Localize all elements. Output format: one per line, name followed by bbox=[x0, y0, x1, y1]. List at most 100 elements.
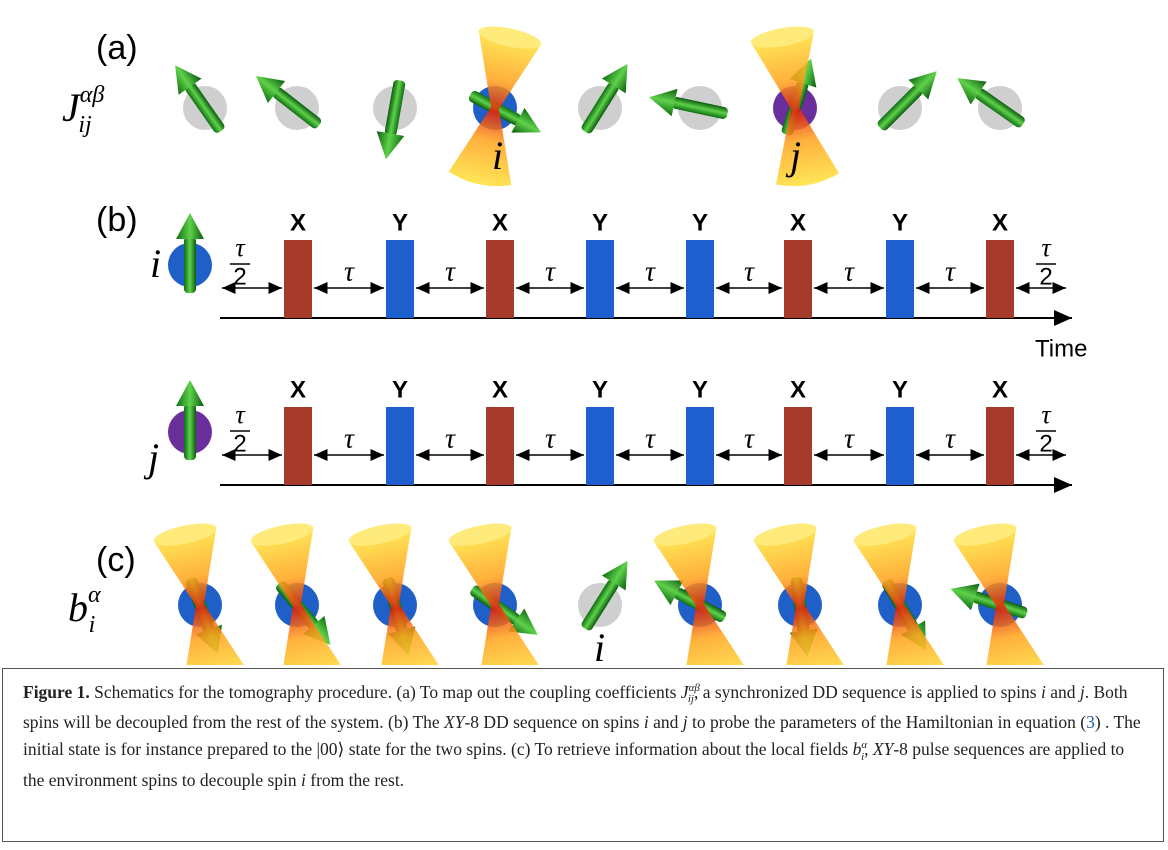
pulse bbox=[886, 240, 914, 318]
axis-label: Time bbox=[1035, 335, 1087, 362]
pulse-label: Y bbox=[592, 209, 608, 236]
spin bbox=[249, 519, 345, 665]
spin bbox=[648, 519, 748, 665]
text: from the rest. bbox=[306, 770, 404, 790]
text: and bbox=[649, 712, 683, 732]
caption-label: Figure 1. bbox=[23, 682, 90, 702]
spin bbox=[152, 519, 248, 665]
panel-label: (a) bbox=[96, 29, 138, 67]
arrow-shaft bbox=[184, 404, 196, 460]
pulse bbox=[486, 240, 514, 318]
interval-label: τ bbox=[744, 256, 755, 287]
spin bbox=[168, 380, 212, 460]
interval-label: τ bbox=[945, 256, 956, 287]
cone bbox=[347, 519, 443, 665]
math: XY bbox=[444, 712, 464, 732]
cone-body bbox=[754, 528, 848, 665]
arrow-head bbox=[646, 83, 677, 116]
half-denominator: 2 bbox=[233, 263, 246, 290]
math: Jαβij bbox=[681, 682, 694, 702]
interval-label: τ bbox=[344, 256, 355, 287]
pulse-label: Y bbox=[692, 376, 708, 403]
pulse bbox=[284, 407, 312, 485]
pulse bbox=[986, 407, 1014, 485]
caption: Figure 1. Schematics for the tomography … bbox=[2, 668, 1164, 842]
half-numerator: τ bbox=[235, 233, 246, 262]
site-label: i bbox=[492, 133, 503, 178]
interval-label: τ bbox=[645, 423, 656, 454]
superscript: αβ bbox=[80, 82, 105, 108]
arrow-head bbox=[176, 380, 204, 406]
pulse-label: Y bbox=[392, 209, 408, 236]
pulse bbox=[586, 240, 614, 318]
pulse bbox=[386, 407, 414, 485]
cone bbox=[852, 519, 948, 665]
spin bbox=[752, 519, 848, 665]
page: (a) (b) (c) Jαβij bαi i j Time ijiXτYτXτ… bbox=[0, 0, 1168, 850]
spin bbox=[852, 519, 948, 665]
pulse bbox=[284, 240, 312, 318]
arrow-head bbox=[946, 576, 979, 611]
interval-label: τ bbox=[844, 256, 855, 287]
interval-label: τ bbox=[344, 423, 355, 454]
pulse-label: Y bbox=[892, 209, 908, 236]
panel-label: (c) bbox=[96, 541, 136, 579]
cone bbox=[752, 519, 848, 665]
panel-label: (b) bbox=[96, 201, 138, 239]
equation-link[interactable]: 3 bbox=[1086, 712, 1095, 732]
text: to probe the parameters of the Hamiltoni… bbox=[688, 712, 1086, 732]
pulse-label: Y bbox=[592, 376, 608, 403]
half-denominator: 2 bbox=[233, 430, 246, 457]
field-symbol: bαi bbox=[68, 582, 101, 638]
pulse-label: Y bbox=[392, 376, 408, 403]
pulse bbox=[886, 407, 914, 485]
pulse-label: X bbox=[992, 209, 1008, 236]
arrow-head bbox=[372, 131, 404, 161]
pulse bbox=[486, 407, 514, 485]
cone-body bbox=[251, 528, 345, 665]
spin bbox=[168, 213, 212, 293]
pulse-label: X bbox=[992, 376, 1008, 403]
spin-label: j bbox=[143, 435, 159, 480]
interval-label: τ bbox=[645, 256, 656, 287]
pulse-label: X bbox=[290, 376, 306, 403]
pulse-label: Y bbox=[892, 376, 908, 403]
spin bbox=[247, 65, 327, 136]
math: bαi bbox=[853, 739, 865, 759]
cone bbox=[249, 519, 345, 665]
half-numerator: τ bbox=[235, 400, 246, 429]
interval-label: τ bbox=[445, 256, 456, 287]
arrow-shaft bbox=[184, 237, 196, 293]
cone bbox=[447, 519, 543, 665]
half-denominator: 2 bbox=[1039, 430, 1052, 457]
pulse bbox=[986, 240, 1014, 318]
text: and bbox=[1046, 682, 1080, 702]
figure: (a) (b) (c) Jαβij bαi i j Time ijiXτYτXτ… bbox=[0, 0, 1168, 665]
text: , bbox=[864, 739, 873, 759]
spin bbox=[870, 61, 946, 137]
pulse bbox=[784, 407, 812, 485]
half-numerator: τ bbox=[1041, 233, 1052, 262]
interval-label: τ bbox=[545, 256, 556, 287]
interval-label: τ bbox=[445, 423, 456, 454]
pulse-label: X bbox=[492, 209, 508, 236]
half-denominator: 2 bbox=[1039, 263, 1052, 290]
spin-label: i bbox=[150, 241, 161, 286]
spin bbox=[646, 83, 730, 130]
pulse-label: Y bbox=[692, 209, 708, 236]
pulse bbox=[686, 407, 714, 485]
spin bbox=[573, 553, 639, 636]
pulse-label: X bbox=[492, 376, 508, 403]
pulse-label: X bbox=[790, 376, 806, 403]
text: -8 DD sequence on spins bbox=[464, 712, 643, 732]
spin bbox=[447, 519, 546, 665]
spin bbox=[372, 78, 417, 162]
cone-body bbox=[349, 528, 443, 665]
interval-label: τ bbox=[744, 423, 755, 454]
pulse-label: X bbox=[290, 209, 306, 236]
spin bbox=[946, 519, 1047, 665]
interval-label: τ bbox=[844, 423, 855, 454]
pulse bbox=[784, 240, 812, 318]
pulse bbox=[386, 240, 414, 318]
